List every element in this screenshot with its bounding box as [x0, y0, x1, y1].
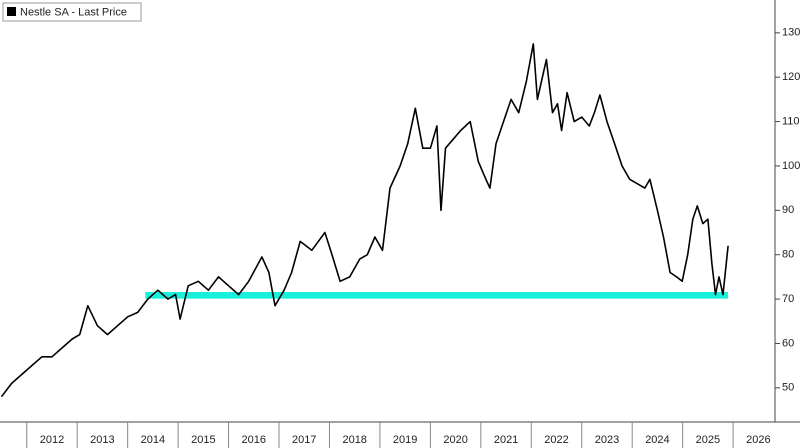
x-tick-label: 2016	[242, 434, 266, 446]
y-tick-label: 50	[782, 382, 794, 394]
y-tick-label: 90	[782, 204, 794, 216]
y-tick-label: 110	[782, 115, 800, 127]
y-tick-label: 60	[782, 337, 794, 349]
price-line	[0, 43, 729, 398]
legend-swatch	[7, 7, 16, 16]
y-tick-label: 80	[782, 249, 794, 261]
x-tick-label: 2012	[40, 434, 64, 446]
x-tick-label: 2017	[292, 434, 316, 446]
x-tick-label: 2019	[393, 434, 417, 446]
x-tick-label: 2023	[595, 434, 619, 446]
legend-label: Nestle SA - Last Price	[20, 6, 127, 18]
x-tick-label: 2018	[342, 434, 366, 446]
x-tick-label: 2024	[645, 434, 669, 446]
x-tick-label: 2014	[141, 434, 165, 446]
y-tick-label: 100	[782, 160, 800, 172]
x-tick-label: 2026	[746, 434, 770, 446]
x-tick-label: 2022	[544, 434, 568, 446]
y-tick-label: 120	[782, 71, 800, 83]
support-band	[145, 291, 729, 299]
x-tick-label: 2025	[696, 434, 720, 446]
x-tick-label: 2021	[494, 434, 518, 446]
x-tick-label: 2013	[90, 434, 114, 446]
x-tick-label: 2020	[443, 434, 467, 446]
y-tick-label: 130	[782, 27, 800, 39]
legend-box	[2, 2, 142, 22]
y-tick-label: 70	[782, 293, 794, 305]
x-tick-label: 2015	[191, 434, 215, 446]
